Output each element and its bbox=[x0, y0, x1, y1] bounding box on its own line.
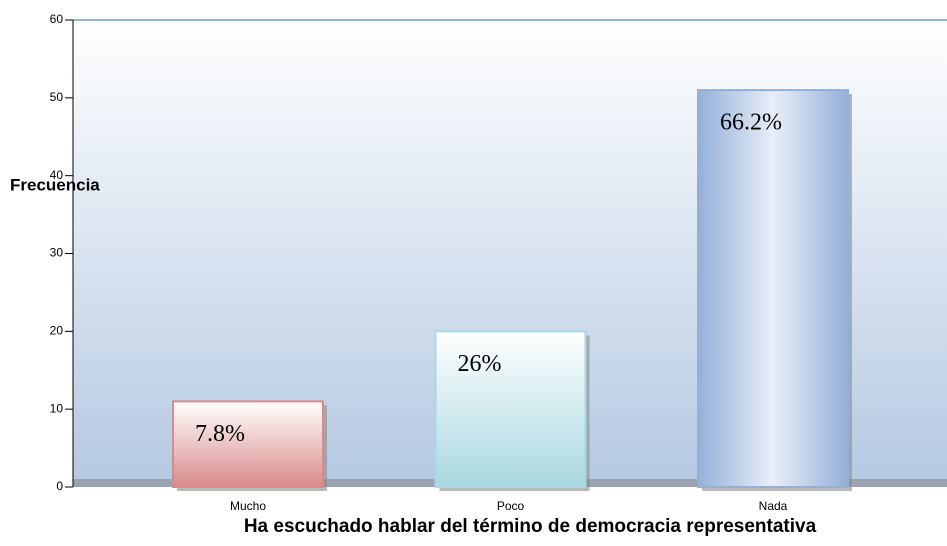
y-tick-label: 30 bbox=[50, 246, 64, 260]
y-tick-label: 0 bbox=[56, 479, 63, 493]
x-tick-label: Mucho bbox=[230, 499, 266, 513]
y-tick-label: 40 bbox=[50, 168, 64, 182]
bar bbox=[434, 330, 587, 489]
data-label: 66.2% bbox=[720, 110, 782, 136]
y-tick-label: 50 bbox=[50, 90, 64, 104]
x-tick-label: Poco bbox=[497, 499, 525, 513]
data-label: 26% bbox=[458, 351, 502, 377]
x-axis-label: Ha escuchado hablar del término de democ… bbox=[244, 516, 817, 537]
bar bbox=[697, 89, 849, 489]
y-tick-label: 20 bbox=[50, 324, 64, 338]
bar bbox=[172, 400, 324, 488]
data-label: 7.8% bbox=[195, 421, 245, 447]
y-tick-label: 60 bbox=[50, 12, 64, 26]
y-axis-label: Frecuencia bbox=[10, 175, 100, 194]
x-tick-label: Nada bbox=[759, 499, 788, 513]
y-tick-label: 10 bbox=[50, 401, 64, 415]
